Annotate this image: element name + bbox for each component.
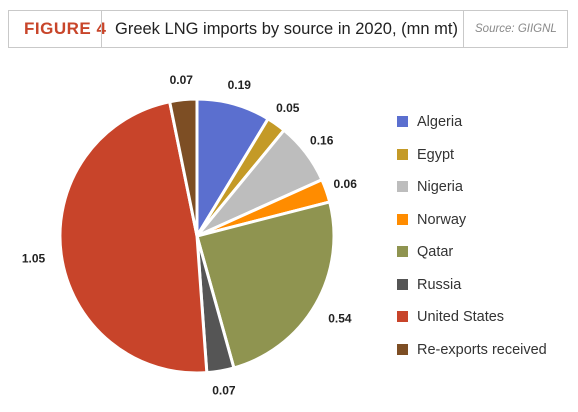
data-label: 0.05 [276,101,300,115]
data-label: 0.07 [170,73,194,87]
data-label: 1.05 [22,251,46,265]
legend-label: Qatar [417,244,454,260]
legend-label: Russia [417,276,462,293]
data-label: 0.54 [328,312,352,326]
legend-swatch [397,213,408,225]
legend-label: Nigeria [417,179,463,195]
pie-slice-re-exports-received [168,97,199,238]
legend-swatch [397,181,408,192]
legend-swatch [397,343,408,355]
legend-swatch [397,311,408,322]
legend-label: United States [417,309,505,325]
figure-header: FIGURE 4 Greek LNG imports by source in … [8,10,568,48]
legend-swatch [397,246,408,257]
pie-slice-qatar [195,200,336,370]
data-label: 0.16 [310,134,334,148]
figure-label: FIGURE 4 [24,19,107,38]
legend-swatch [397,116,408,127]
chart-title: Greek LNG imports by source in 2020, (mn… [115,20,458,38]
legend-label: Egypt [417,146,455,163]
pie-slice-united-states [58,100,209,375]
legend-label: Norway [417,211,467,228]
header-divider [463,11,464,47]
source-note: Source: GIIGNL [475,23,557,35]
legend-label: Re-exports received [417,341,547,358]
legend-swatch [397,148,408,160]
header-divider [101,11,102,47]
legend-swatch [397,278,408,290]
data-label: 0.06 [334,177,358,191]
data-label: 0.07 [212,384,236,398]
data-label: 0.19 [228,78,252,92]
legend-label: Algeria [417,114,463,130]
